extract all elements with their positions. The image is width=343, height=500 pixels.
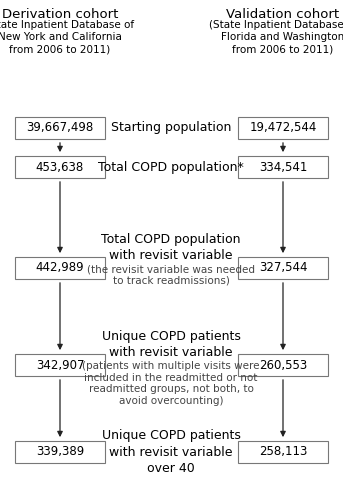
Text: 339,389: 339,389 <box>36 446 84 458</box>
Text: 39,667,498: 39,667,498 <box>26 122 94 134</box>
Text: Validation cohort: Validation cohort <box>226 8 340 21</box>
FancyBboxPatch shape <box>15 257 105 279</box>
FancyBboxPatch shape <box>238 441 328 463</box>
FancyBboxPatch shape <box>15 117 105 139</box>
Text: Starting population: Starting population <box>111 122 231 134</box>
Text: 442,989: 442,989 <box>36 262 84 274</box>
FancyBboxPatch shape <box>15 156 105 178</box>
Text: 260,553: 260,553 <box>259 358 307 372</box>
Text: 453,638: 453,638 <box>36 160 84 173</box>
Text: (the revisit variable was needed
to track readmissions): (the revisit variable was needed to trac… <box>87 264 255 285</box>
Text: 19,472,544: 19,472,544 <box>249 122 317 134</box>
Text: Unique COPD patients
with revisit variable: Unique COPD patients with revisit variab… <box>102 330 240 359</box>
Text: 327,544: 327,544 <box>259 262 307 274</box>
Text: (patients with multiple visits were
included in the readmitted or not
readmitted: (patients with multiple visits were incl… <box>82 361 260 406</box>
Text: Total COPD population*: Total COPD population* <box>98 160 244 173</box>
FancyBboxPatch shape <box>238 354 328 376</box>
Text: 334,541: 334,541 <box>259 160 307 173</box>
Text: Derivation cohort: Derivation cohort <box>2 8 118 21</box>
Text: (State Inpatient Database of
New York and California
from 2006 to 2011): (State Inpatient Database of New York an… <box>0 20 134 55</box>
Text: 342,907: 342,907 <box>36 358 84 372</box>
FancyBboxPatch shape <box>238 156 328 178</box>
Text: (State Inpatient Database of
Florida and Washington
from 2006 to 2011): (State Inpatient Database of Florida and… <box>209 20 343 55</box>
Text: Unique COPD patients
with revisit variable
over 40: Unique COPD patients with revisit variab… <box>102 430 240 474</box>
FancyBboxPatch shape <box>15 441 105 463</box>
Text: Total COPD population
with revisit variable: Total COPD population with revisit varia… <box>101 233 241 262</box>
FancyBboxPatch shape <box>238 117 328 139</box>
FancyBboxPatch shape <box>15 354 105 376</box>
Text: 258,113: 258,113 <box>259 446 307 458</box>
FancyBboxPatch shape <box>238 257 328 279</box>
